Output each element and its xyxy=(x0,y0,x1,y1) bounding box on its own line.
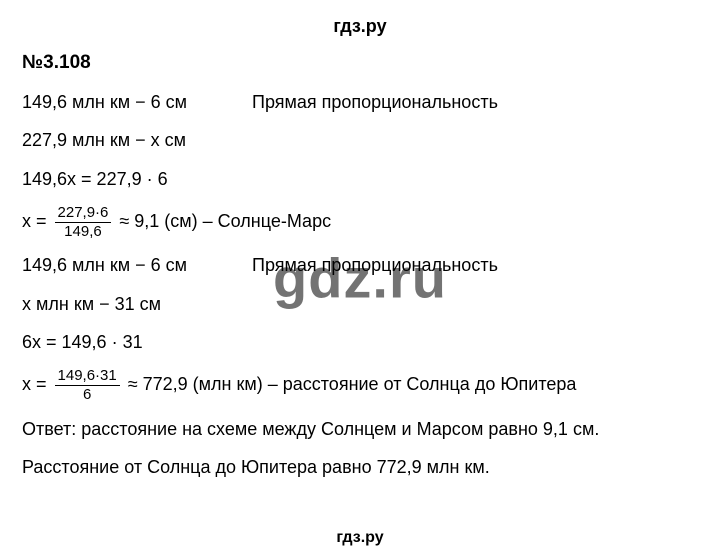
result-2: ≈ 772,9 (млн км) – расстояние от Солнца … xyxy=(128,374,577,394)
x-equals-label-2: x = xyxy=(22,374,52,394)
site-header: гдз.ру xyxy=(22,14,698,38)
result-1: ≈ 9,1 (см) – Солнце-Марс xyxy=(119,211,331,231)
given-2: 227,9 млн км − x см xyxy=(22,128,698,152)
answer-line-2: Расстояние от Солнца до Юпитера равно 77… xyxy=(22,455,698,479)
x-equals-label: x = xyxy=(22,211,52,231)
equation-2: 6x = 149,6 · 31 xyxy=(22,330,698,354)
given-1-left: 149,6 млн км − 6 см xyxy=(22,90,252,114)
fraction-2-num: 149,6·31 xyxy=(55,368,120,386)
given-3-left: 149,6 млн км − 6 см xyxy=(22,253,252,277)
fraction-1-num: 227,9·6 xyxy=(55,205,112,223)
given-row-3: 149,6 млн км − 6 см Прямая пропорциональ… xyxy=(22,253,698,277)
fraction-1: 227,9·6 149,6 xyxy=(55,205,112,240)
given-4: x млн км − 31 см xyxy=(22,292,698,316)
given-3-right: Прямая пропорциональность xyxy=(252,253,698,277)
given-1-right: Прямая пропорциональность xyxy=(252,90,698,114)
fraction-2: 149,6·31 6 xyxy=(55,368,120,403)
answer-line-1: Ответ: расстояние на схеме между Солнцем… xyxy=(22,417,698,441)
solution-1: x = 227,9·6 149,6 ≈ 9,1 (см) – Солнце-Ма… xyxy=(22,205,698,240)
equation-1: 149,6x = 227,9 · 6 xyxy=(22,167,698,191)
site-footer: гдз.ру xyxy=(0,529,720,547)
solution-2: x = 149,6·31 6 ≈ 772,9 (млн км) – рассто… xyxy=(22,368,698,403)
given-row-1: 149,6 млн км − 6 см Прямая пропорциональ… xyxy=(22,90,698,114)
fraction-1-den: 149,6 xyxy=(55,223,112,240)
problem-number: №3.108 xyxy=(22,50,698,76)
fraction-2-den: 6 xyxy=(55,386,120,403)
document-page: гдз.ру №3.108 149,6 млн км − 6 см Прямая… xyxy=(0,0,720,479)
